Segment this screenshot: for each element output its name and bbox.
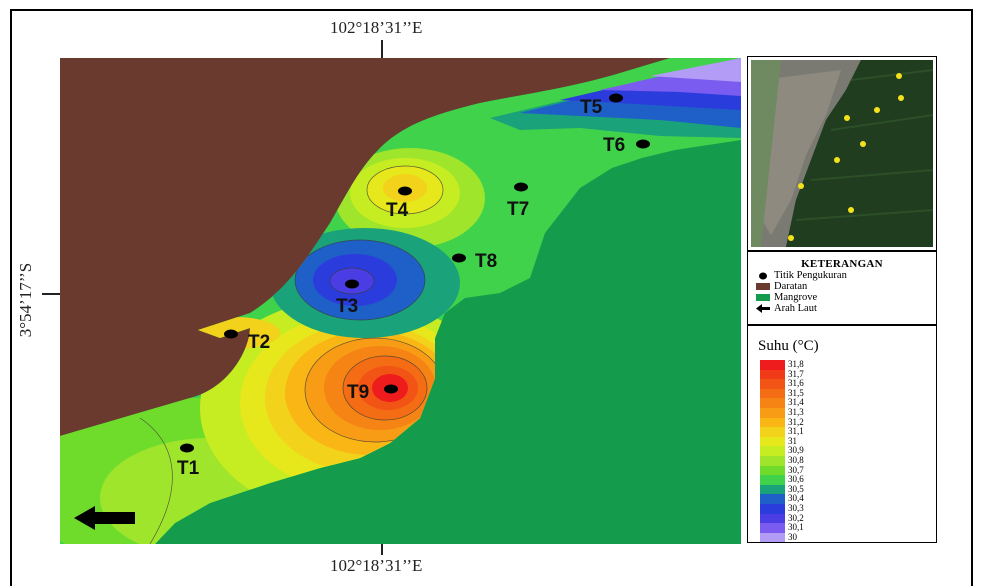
contour-lines bbox=[139, 165, 446, 544]
scale-swatch bbox=[760, 484, 785, 495]
scale-value-label: 30,3 bbox=[788, 502, 804, 513]
point-t2-marker bbox=[224, 329, 238, 339]
scale-labels: 31,8 31,7 31,6 31,5 31,4 31,3 31,2 31,1 31 30,9 30… bbox=[788, 359, 804, 542]
point-t3-marker bbox=[345, 279, 359, 289]
legend-title: KETERANGAN bbox=[801, 258, 883, 270]
legend-item-sea-direction: Arah Laut bbox=[756, 303, 936, 314]
land-swatch-icon bbox=[756, 283, 770, 290]
scale-value-label: 31,4 bbox=[788, 397, 804, 408]
legend-item-label: Titik Pengukuran bbox=[774, 270, 847, 281]
point-t8-marker bbox=[452, 253, 466, 263]
top-longitude-label: 102°18’31’’E bbox=[330, 18, 423, 37]
scale-value-label: 31,2 bbox=[788, 416, 804, 427]
scale-swatch bbox=[760, 398, 785, 408]
scale-value-label: 31,1 bbox=[788, 426, 804, 437]
point-t4-marker bbox=[398, 186, 412, 196]
scale-value-label: 30,5 bbox=[788, 483, 804, 494]
scale-swatch bbox=[760, 513, 785, 524]
legend-item-measurement-point: Titik Pengukuran bbox=[756, 270, 936, 281]
scale-value-label: 30,9 bbox=[788, 445, 804, 456]
point-t9-marker bbox=[384, 384, 398, 394]
legend-item-label: Mangrove bbox=[774, 292, 818, 303]
bottom-tick bbox=[381, 543, 383, 555]
sea-direction-arrow-icon bbox=[74, 506, 135, 530]
point-t7-marker bbox=[514, 182, 528, 192]
point-t3-label: T3 bbox=[336, 296, 358, 317]
temperature-map: T1 T2 T3 T4 T5 T6 T7 T8 T9 bbox=[60, 58, 741, 544]
scale-value-label: 31 bbox=[788, 435, 797, 446]
scale-swatch bbox=[760, 436, 785, 447]
scale-swatch bbox=[760, 465, 785, 476]
legend-panel: KETERANGAN Titik Pengukuran Daratan Mang… bbox=[747, 251, 937, 325]
left-latitude-label: 3°54’17’’S bbox=[16, 262, 35, 338]
scale-value-label: 31,3 bbox=[788, 406, 804, 417]
scale-swatch bbox=[760, 503, 785, 514]
left-tick bbox=[42, 293, 60, 295]
scale-value-label: 31,7 bbox=[788, 368, 804, 379]
point-t4-label: T4 bbox=[386, 200, 409, 221]
legend-item-label: Daratan bbox=[774, 281, 808, 292]
scale-swatch bbox=[760, 388, 785, 399]
scale-value-label: 30,4 bbox=[788, 493, 804, 504]
scale-swatch bbox=[760, 446, 785, 456]
scale-title: Suhu (°C) bbox=[758, 338, 819, 354]
point-t2-label: T2 bbox=[248, 332, 270, 353]
scale-value-label: 31,5 bbox=[788, 387, 804, 398]
scale-value-label: 31,6 bbox=[788, 378, 804, 389]
scale-swatch bbox=[760, 417, 785, 428]
scale-value-label: 30,8 bbox=[788, 454, 804, 465]
legend-item-mangrove: Mangrove bbox=[756, 292, 936, 303]
mangrove-swatch-icon bbox=[756, 294, 770, 301]
scale-value-label: 31,8 bbox=[788, 359, 804, 369]
point-t5-label: T5 bbox=[580, 97, 603, 118]
scale-swatch bbox=[760, 523, 785, 533]
point-t7-label: T7 bbox=[507, 199, 529, 220]
scale-value-label: 30 bbox=[788, 531, 797, 542]
point-t8-label: T8 bbox=[475, 251, 497, 272]
legend-item-land: Daratan bbox=[756, 281, 936, 292]
scale-value-label: 30,1 bbox=[788, 522, 804, 533]
scale-swatch bbox=[760, 475, 785, 485]
scale-value-label: 30,6 bbox=[788, 474, 804, 485]
satellite-inset-panel bbox=[747, 56, 937, 251]
point-t5-marker bbox=[609, 93, 623, 103]
satellite-inset-image bbox=[751, 60, 934, 247]
point-t6-label: T6 bbox=[603, 135, 625, 156]
scale-value-label: 30,7 bbox=[788, 464, 804, 475]
scale-swatch bbox=[760, 532, 785, 543]
scale-swatch bbox=[760, 407, 785, 418]
temperature-scale-panel: Suhu (°C) 31,8 31,7 31,6 31,5 31,4 31,3 31,2 31… bbox=[747, 325, 937, 543]
arrow-left-icon bbox=[756, 304, 770, 313]
scale-swatch bbox=[760, 427, 785, 437]
point-t9-label: T9 bbox=[347, 382, 369, 403]
scale-value-label: 30,2 bbox=[788, 512, 804, 523]
scale-swatch bbox=[760, 494, 785, 504]
point-t6-marker bbox=[636, 139, 650, 149]
color-ramp bbox=[760, 360, 785, 543]
top-tick bbox=[381, 40, 383, 58]
scale-swatch bbox=[760, 360, 785, 370]
scale-swatch bbox=[760, 455, 785, 466]
point-t1-label: T1 bbox=[177, 458, 200, 479]
black-dot-icon bbox=[756, 272, 770, 280]
measurement-points: T1 T2 T3 T4 T5 T6 T7 T8 T9 bbox=[177, 93, 650, 479]
land-area bbox=[60, 58, 670, 436]
scale-swatch bbox=[760, 369, 785, 380]
point-t1-marker bbox=[180, 443, 194, 453]
scale-swatch bbox=[760, 379, 785, 389]
legend-item-label: Arah Laut bbox=[774, 303, 817, 314]
bottom-longitude-label: 102°18’31’’E bbox=[330, 556, 423, 575]
